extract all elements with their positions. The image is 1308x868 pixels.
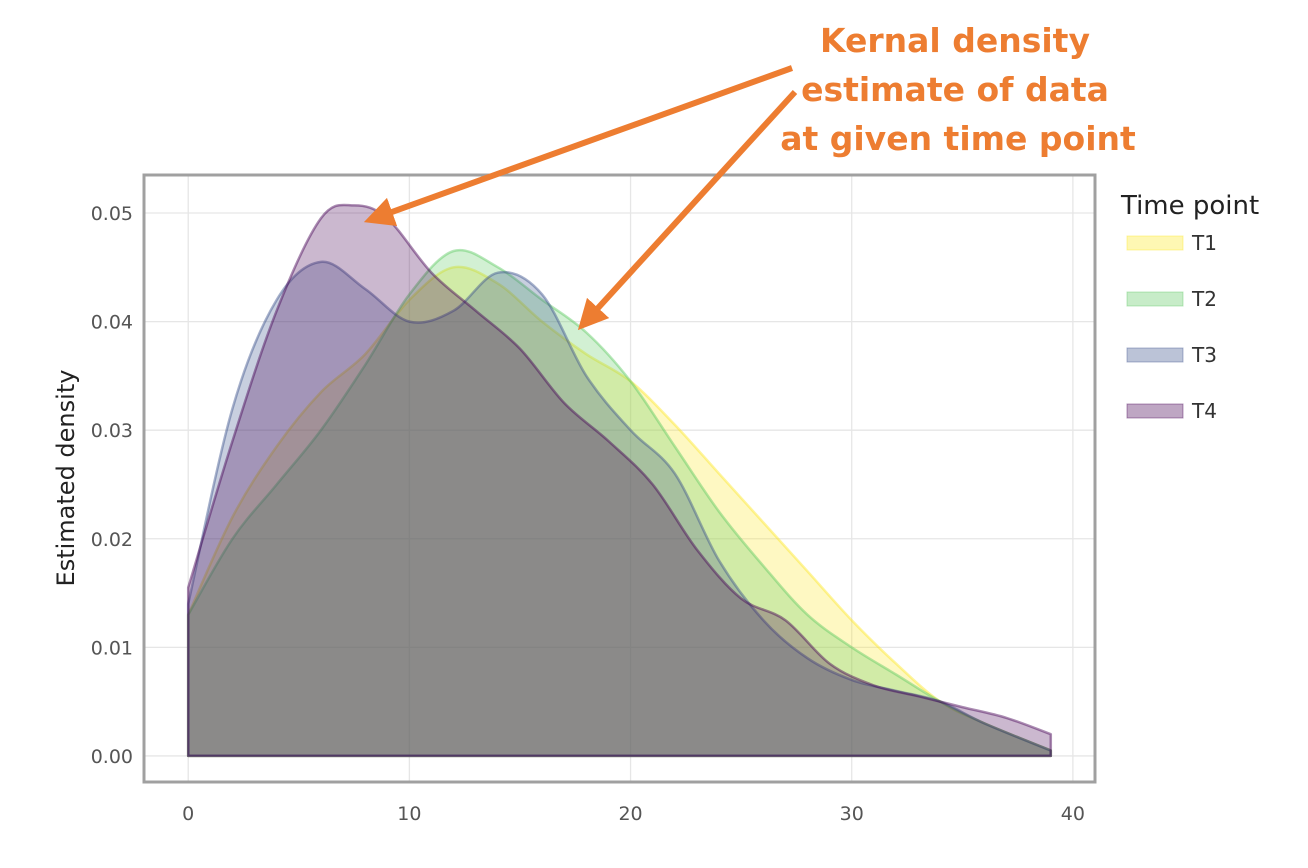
y-tick-label: 0.00 — [91, 746, 133, 768]
legend-label-t3: T3 — [1191, 343, 1217, 367]
legend-label-t1: T1 — [1191, 231, 1217, 255]
density-area-t1 — [186, 265, 1053, 758]
y-tick-label: 0.04 — [91, 312, 133, 334]
x-tick-label: 20 — [618, 803, 642, 825]
y-axis-title: Estimated density — [52, 370, 80, 587]
legend-swatch-t4 — [1126, 403, 1184, 419]
legend: Time point T1 T2 T3 T4 — [1120, 191, 1259, 423]
legend-label-t4: T4 — [1191, 399, 1217, 423]
annotation-arrow-shoulder — [577, 89, 798, 331]
x-axis-ticks: 0 10 20 30 40 — [182, 803, 1085, 825]
y-tick-label: 0.02 — [91, 529, 133, 551]
annotation-line-1: Kernal density — [820, 21, 1090, 60]
legend-swatch-t3 — [1126, 347, 1184, 363]
x-tick-label: 40 — [1061, 803, 1085, 825]
legend-title: Time point — [1120, 191, 1259, 221]
density-area-t3 — [186, 260, 1053, 758]
annotation-line-2: estimate of data — [801, 70, 1109, 109]
density-area-t2 — [186, 248, 1053, 758]
density-area-t4 — [186, 203, 1053, 758]
grid — [144, 175, 1095, 782]
y-tick-label: 0.05 — [91, 203, 133, 225]
annotation-arrow-peak — [363, 65, 794, 227]
legend-swatch-t1 — [1126, 235, 1184, 251]
annotation-line-3: at given time point — [780, 119, 1136, 158]
legend-label-t2: T2 — [1191, 287, 1217, 311]
legend-swatch-t2 — [1126, 291, 1184, 307]
y-axis-ticks: 0.00 0.01 0.02 0.03 0.04 0.05 — [91, 203, 133, 768]
x-tick-label: 30 — [840, 803, 864, 825]
density-areas — [186, 203, 1053, 758]
y-tick-label: 0.03 — [91, 420, 133, 442]
annotation: Kernal density estimate of data at given… — [363, 21, 1136, 331]
plot-border — [142, 173, 1097, 784]
y-tick-label: 0.01 — [91, 637, 133, 659]
x-tick-label: 0 — [182, 803, 194, 825]
x-tick-label: 10 — [397, 803, 421, 825]
